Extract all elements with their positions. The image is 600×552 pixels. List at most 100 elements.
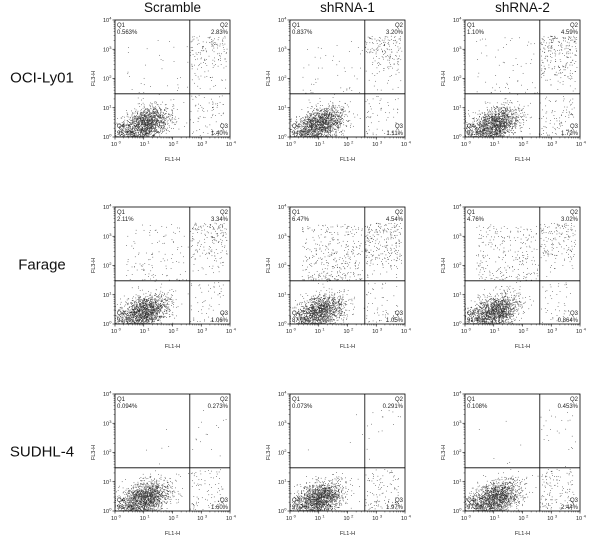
event-point <box>367 48 369 50</box>
event-point <box>314 128 316 130</box>
event-point <box>137 136 138 138</box>
event-point <box>139 131 141 132</box>
event-point <box>130 134 132 136</box>
event-point <box>142 120 144 121</box>
event-point <box>151 103 153 104</box>
event-point <box>317 120 319 122</box>
event-point <box>378 121 380 122</box>
event-point <box>501 119 503 120</box>
event-point <box>212 134 213 136</box>
event-point <box>321 120 323 122</box>
event-point <box>381 39 383 41</box>
event-point <box>344 110 346 112</box>
event-point <box>316 109 318 111</box>
event-point <box>154 115 156 116</box>
event-point <box>131 136 132 138</box>
event-point <box>391 51 393 53</box>
event-point <box>336 123 338 124</box>
event-point <box>381 43 382 44</box>
event-point <box>335 135 336 137</box>
event-point <box>129 116 131 118</box>
event-point <box>507 119 509 121</box>
event-point <box>327 118 329 120</box>
event-point <box>325 116 326 118</box>
event-point <box>340 87 342 89</box>
event-point <box>496 116 498 118</box>
event-point <box>124 128 126 130</box>
event-point <box>159 125 160 126</box>
event-point <box>311 126 313 128</box>
event-point <box>124 136 125 138</box>
event-point <box>494 113 496 115</box>
event-point <box>126 129 128 130</box>
event-point <box>133 117 135 119</box>
event-point <box>397 46 399 48</box>
event-point <box>311 119 313 120</box>
event-point <box>155 114 157 116</box>
event-point <box>311 83 312 85</box>
event-point <box>152 120 153 122</box>
event-point <box>319 119 321 121</box>
event-point <box>379 63 380 65</box>
event-point <box>147 134 149 135</box>
event-point <box>127 125 129 126</box>
event-point <box>132 122 134 123</box>
event-point <box>480 114 481 116</box>
event-point <box>499 107 501 109</box>
event-point <box>388 59 390 61</box>
event-point <box>152 120 153 122</box>
event-point <box>191 68 193 70</box>
event-point <box>138 125 140 127</box>
event-point <box>206 126 208 128</box>
event-point <box>488 126 489 128</box>
event-point <box>309 118 311 119</box>
event-point <box>155 122 157 124</box>
event-point <box>138 134 140 136</box>
event-point <box>143 121 145 122</box>
event-point <box>208 102 210 104</box>
event-point <box>377 39 379 41</box>
event-point <box>301 135 303 136</box>
event-point <box>141 104 142 106</box>
event-point <box>131 119 133 121</box>
event-point <box>138 125 140 127</box>
event-point <box>129 124 131 126</box>
event-point <box>151 130 153 132</box>
event-point <box>514 112 516 114</box>
event-point <box>317 128 318 130</box>
event-point <box>490 113 492 114</box>
event-point <box>219 55 221 57</box>
event-point <box>329 119 331 121</box>
event-point <box>495 107 497 109</box>
event-point <box>123 127 125 129</box>
event-point <box>310 108 312 109</box>
event-point <box>140 120 142 122</box>
event-point <box>149 117 150 119</box>
event-point <box>331 125 333 126</box>
event-point <box>383 42 384 43</box>
event-point <box>138 117 140 119</box>
event-point <box>313 117 314 119</box>
event-point <box>325 128 326 129</box>
event-point <box>496 114 498 115</box>
event-point <box>137 124 139 126</box>
event-point <box>515 120 516 122</box>
event-point <box>337 129 339 131</box>
event-point <box>158 126 160 127</box>
event-point <box>345 103 346 104</box>
event-point <box>316 119 318 121</box>
event-point <box>151 115 152 117</box>
event-point <box>299 116 300 117</box>
event-point <box>144 130 146 132</box>
event-point <box>220 60 221 61</box>
event-point <box>324 135 326 137</box>
event-point <box>118 123 120 125</box>
event-point <box>218 37 220 38</box>
event-point <box>503 110 505 112</box>
event-point <box>324 134 325 135</box>
event-point <box>148 127 150 129</box>
event-point <box>495 122 497 123</box>
event-point <box>149 104 150 106</box>
event-point <box>178 87 179 89</box>
event-point <box>502 132 504 134</box>
